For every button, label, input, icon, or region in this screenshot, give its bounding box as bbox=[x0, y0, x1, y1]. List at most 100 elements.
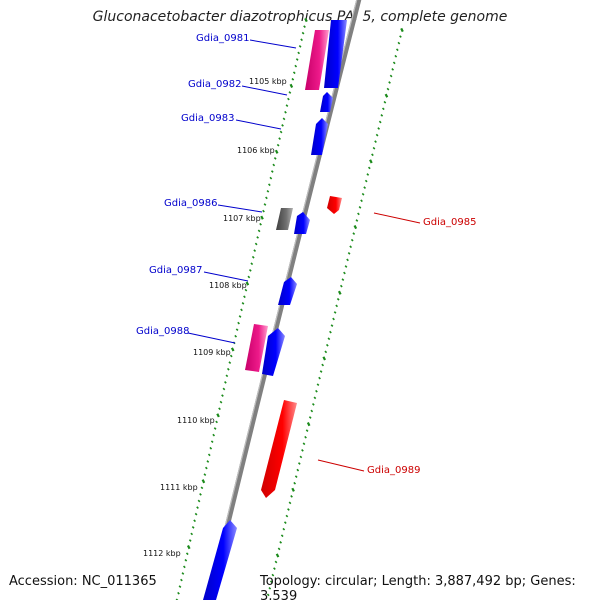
label-leader-line bbox=[203, 271, 249, 282]
minor-tick-mark bbox=[280, 534, 284, 538]
major-tick-mark bbox=[260, 215, 264, 220]
minor-tick-mark bbox=[297, 462, 301, 465]
minor-tick-mark bbox=[386, 87, 390, 91]
gene-feature-gdia-0986-other bbox=[276, 208, 293, 230]
gene-feature-gdia-0988-rna[interactable] bbox=[245, 324, 268, 372]
minor-tick-mark bbox=[315, 389, 318, 393]
gene-label-gdia-0981[interactable]: Gdia_0981 bbox=[196, 33, 249, 44]
minor-tick-mark bbox=[229, 354, 233, 358]
minor-tick-mark bbox=[343, 271, 346, 275]
minor-tick-mark bbox=[318, 376, 321, 380]
minor-tick-mark bbox=[380, 114, 384, 117]
minor-tick-mark bbox=[292, 71, 296, 75]
minor-tick-mark bbox=[325, 343, 329, 347]
minor-tick-mark bbox=[282, 117, 286, 121]
minor-tick-mark bbox=[259, 222, 262, 226]
gene-feature-gdia-0985[interactable] bbox=[327, 196, 342, 214]
minor-tick-mark bbox=[235, 328, 239, 332]
minor-tick-mark bbox=[311, 403, 315, 406]
major-tick-mark bbox=[369, 159, 373, 164]
gene-label-gdia-0988[interactable]: Gdia_0988 bbox=[136, 326, 189, 337]
major-tick-mark bbox=[337, 290, 342, 295]
minor-tick-mark bbox=[277, 547, 281, 551]
gene-label-gdia-0983[interactable]: Gdia_0983 bbox=[181, 113, 234, 124]
gene-label-gdia-0987[interactable]: Gdia_0987 bbox=[149, 265, 202, 276]
gene-feature-gdia-0981[interactable] bbox=[324, 20, 347, 88]
map-title: Gluconacetobacter diazotrophicus PAl 5, … bbox=[92, 9, 508, 25]
gene-feature-gdia-0981-rna[interactable] bbox=[305, 30, 329, 90]
major-tick-mark bbox=[275, 553, 280, 558]
minor-tick-mark bbox=[268, 586, 272, 590]
gene-feature-gdia-0987[interactable] bbox=[278, 277, 297, 305]
minor-tick-mark bbox=[215, 420, 218, 424]
minor-tick-mark bbox=[372, 146, 376, 150]
minor-tick-mark bbox=[330, 324, 334, 327]
minor-tick-mark bbox=[269, 176, 273, 180]
minor-tick-mark bbox=[333, 311, 337, 314]
gene-feature-gdia-0982[interactable] bbox=[320, 92, 333, 112]
minor-tick-mark bbox=[329, 330, 332, 334]
minor-tick-mark bbox=[219, 400, 223, 404]
minor-tick-mark bbox=[209, 446, 213, 450]
minor-tick-mark bbox=[389, 74, 393, 78]
minor-tick-mark bbox=[263, 203, 267, 206]
minor-tick-mark bbox=[283, 521, 287, 524]
minor-tick-mark bbox=[367, 166, 371, 170]
minor-tick-mark bbox=[299, 455, 303, 459]
minor-tick-mark bbox=[234, 334, 238, 338]
minor-tick-mark bbox=[213, 427, 217, 430]
gene-feature-gdia-0990[interactable] bbox=[203, 520, 237, 600]
minor-tick-mark bbox=[180, 578, 183, 582]
major-tick-mark bbox=[304, 17, 308, 23]
minor-tick-mark bbox=[218, 407, 221, 411]
gene-feature-gdia-0988[interactable] bbox=[262, 328, 285, 376]
gene-feature-gdia-0989[interactable] bbox=[261, 400, 297, 498]
label-leader-line bbox=[241, 85, 288, 96]
minor-tick-mark bbox=[350, 238, 354, 242]
minor-tick-mark bbox=[291, 77, 295, 81]
minor-tick-mark bbox=[206, 460, 210, 463]
minor-tick-mark bbox=[303, 25, 306, 28]
minor-tick-mark bbox=[313, 396, 317, 400]
minor-tick-mark bbox=[243, 295, 246, 299]
minor-tick-mark bbox=[244, 288, 248, 292]
minor-tick-mark bbox=[301, 449, 304, 452]
minor-tick-mark bbox=[294, 475, 298, 479]
major-tick-mark bbox=[291, 487, 295, 492]
label-leader-line bbox=[317, 459, 365, 472]
minor-tick-mark bbox=[237, 321, 240, 325]
minor-tick-mark bbox=[295, 58, 299, 61]
minor-tick-mark bbox=[355, 219, 359, 222]
minor-tick-mark bbox=[383, 100, 387, 104]
label-leader-line bbox=[373, 212, 421, 224]
minor-tick-mark bbox=[240, 308, 243, 312]
minor-tick-mark bbox=[190, 532, 194, 536]
gene-label-gdia-0989[interactable]: Gdia_0989 bbox=[367, 465, 420, 476]
minor-tick-mark bbox=[276, 143, 280, 147]
gene-label-gdia-0982[interactable]: Gdia_0982 bbox=[188, 79, 241, 90]
minor-tick-mark bbox=[394, 54, 398, 58]
minor-tick-mark bbox=[207, 453, 211, 457]
major-tick-mark bbox=[274, 149, 279, 154]
minor-tick-mark bbox=[397, 41, 401, 45]
minor-tick-mark bbox=[375, 133, 379, 137]
minor-tick-mark bbox=[185, 552, 189, 556]
gene-label-gdia-0985[interactable]: Gdia_0985 bbox=[423, 217, 476, 228]
minor-tick-mark bbox=[248, 269, 252, 272]
minor-tick-mark bbox=[335, 304, 339, 308]
minor-tick-mark bbox=[270, 170, 274, 173]
minor-tick-mark bbox=[282, 527, 286, 531]
tick-label: 1107 kbp bbox=[223, 214, 261, 223]
minor-tick-mark bbox=[341, 278, 345, 281]
gene-label-gdia-0986[interactable]: Gdia_0986 bbox=[164, 198, 217, 209]
gene-feature-gdia-0983[interactable] bbox=[311, 118, 328, 155]
minor-tick-mark bbox=[272, 163, 276, 167]
minor-tick-mark bbox=[262, 209, 265, 213]
major-tick-mark bbox=[322, 356, 327, 361]
minor-tick-mark bbox=[287, 508, 290, 511]
tick-label: 1110 kbp bbox=[177, 416, 215, 425]
minor-tick-mark bbox=[347, 251, 351, 255]
minor-tick-mark bbox=[290, 494, 293, 498]
gene-feature-gdia-0986[interactable] bbox=[294, 212, 310, 234]
